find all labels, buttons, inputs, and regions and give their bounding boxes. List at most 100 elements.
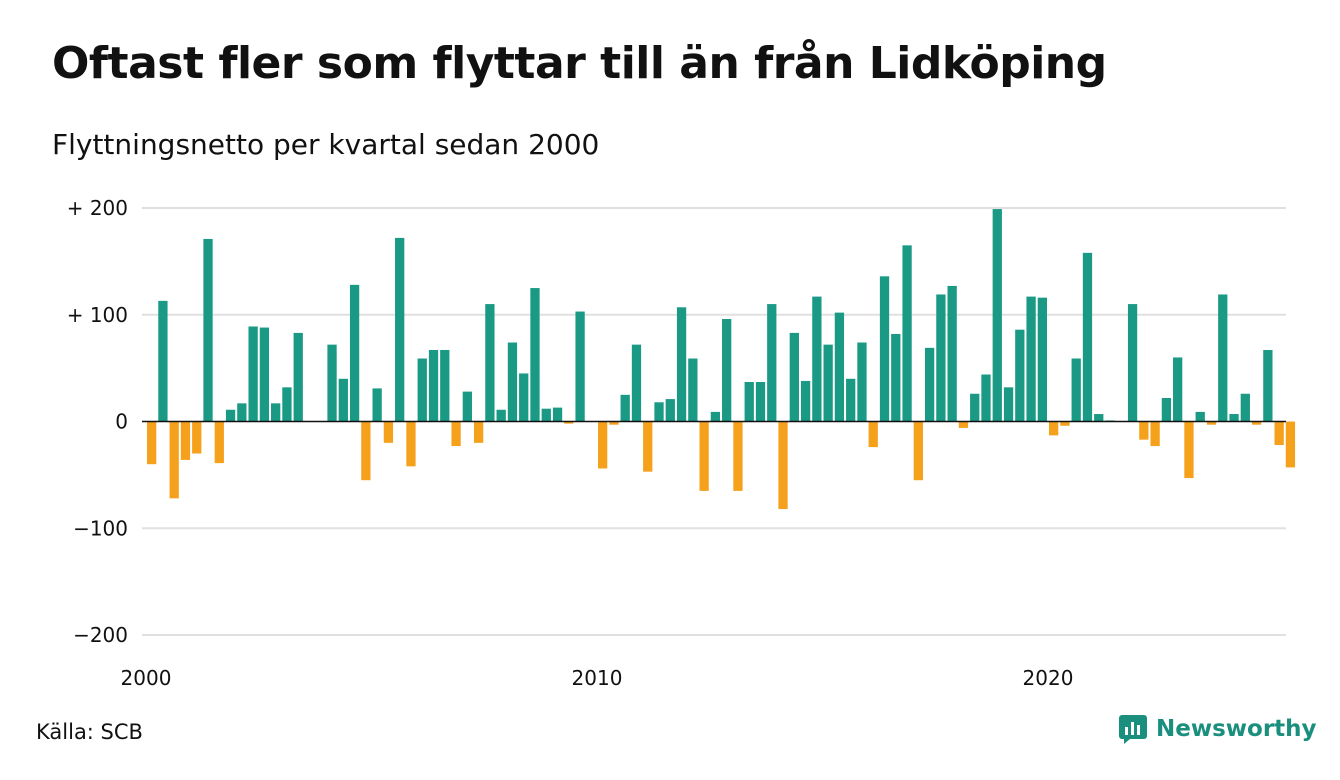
bar <box>519 373 529 422</box>
bar <box>1195 411 1205 422</box>
bar <box>541 408 551 422</box>
bar <box>1049 421 1059 436</box>
bar <box>834 312 845 422</box>
bar <box>947 285 957 422</box>
bar <box>1026 296 1036 422</box>
bar <box>1251 421 1262 425</box>
bar <box>1139 421 1149 440</box>
bar <box>1274 421 1284 445</box>
newsworthy-logo-icon <box>1119 715 1147 744</box>
x-tick-label: 2020 <box>1023 666 1074 690</box>
bar <box>936 294 946 422</box>
bar <box>1206 421 1217 425</box>
bar <box>800 380 811 422</box>
bar <box>271 403 281 422</box>
bar <box>248 326 258 422</box>
newsworthy-logo: Newsworthy <box>1118 714 1317 744</box>
bar <box>1003 387 1014 422</box>
bar <box>598 421 608 469</box>
bar <box>744 382 754 422</box>
bar <box>564 421 574 424</box>
bar <box>327 344 337 422</box>
bar <box>361 421 371 481</box>
y-tick-label: −200 <box>73 623 128 647</box>
bar <box>169 421 179 499</box>
bar <box>812 296 822 422</box>
bar <box>507 342 518 422</box>
bar <box>147 421 157 465</box>
bar <box>349 284 360 422</box>
bar <box>958 421 969 428</box>
bar <box>1285 421 1296 468</box>
bar <box>620 394 630 422</box>
bar <box>496 409 506 422</box>
bar <box>440 349 450 422</box>
bar <box>1060 421 1070 426</box>
y-tick-label: −100 <box>73 516 128 540</box>
bar <box>688 358 698 422</box>
bar <box>1161 398 1172 422</box>
y-tick-label: 0 <box>115 410 128 434</box>
bar <box>383 421 394 443</box>
bar <box>733 421 743 491</box>
bar <box>225 409 236 422</box>
bar <box>902 245 912 422</box>
bar <box>1082 252 1093 422</box>
bar <box>237 403 247 422</box>
bar <box>891 333 901 422</box>
bar <box>158 300 168 422</box>
bar <box>1015 329 1025 422</box>
bar <box>1150 421 1160 447</box>
bar <box>1173 357 1183 422</box>
bar <box>879 276 890 422</box>
bar <box>823 344 833 422</box>
bar <box>1229 414 1239 422</box>
bar <box>259 327 270 422</box>
x-tick-label: 2000 <box>121 666 172 690</box>
bar <box>1184 421 1194 479</box>
bar <box>1240 393 1250 422</box>
bar <box>1037 297 1047 422</box>
bar <box>665 399 675 422</box>
bar <box>857 342 867 422</box>
bar <box>428 349 439 422</box>
bar <box>654 402 664 422</box>
bar <box>846 378 856 422</box>
bar <box>981 374 991 422</box>
bar <box>970 393 980 422</box>
bar <box>755 382 766 422</box>
bar <box>913 421 923 481</box>
bar <box>1263 349 1273 422</box>
bar <box>451 421 461 447</box>
bar <box>1094 414 1104 422</box>
chart-subtitle: Flyttningsnetto per kvartal sedan 2000 <box>52 128 600 161</box>
bar <box>699 421 709 491</box>
bar <box>778 421 788 510</box>
bar <box>992 209 1002 422</box>
bar <box>473 421 484 443</box>
bar <box>1218 294 1228 422</box>
bar <box>203 238 213 422</box>
bar <box>789 332 799 422</box>
bar <box>530 288 540 422</box>
bar <box>631 344 642 422</box>
newsworthy-logo-text: Newsworthy <box>1156 716 1317 742</box>
bar <box>214 421 224 464</box>
chart-title: Oftast fler som flyttar till än från Lid… <box>52 38 1107 89</box>
bar <box>609 421 619 425</box>
bar <box>462 391 472 422</box>
bar <box>406 421 416 467</box>
bar <box>293 332 303 422</box>
bar <box>868 421 878 448</box>
x-tick-label: 2010 <box>572 666 623 690</box>
bar <box>372 388 382 422</box>
bar <box>924 347 935 422</box>
bar <box>722 319 732 422</box>
bar <box>192 421 202 454</box>
bar <box>643 421 653 472</box>
bar <box>395 237 405 422</box>
bar <box>575 311 585 422</box>
bar <box>552 407 563 422</box>
bar <box>1127 304 1138 422</box>
